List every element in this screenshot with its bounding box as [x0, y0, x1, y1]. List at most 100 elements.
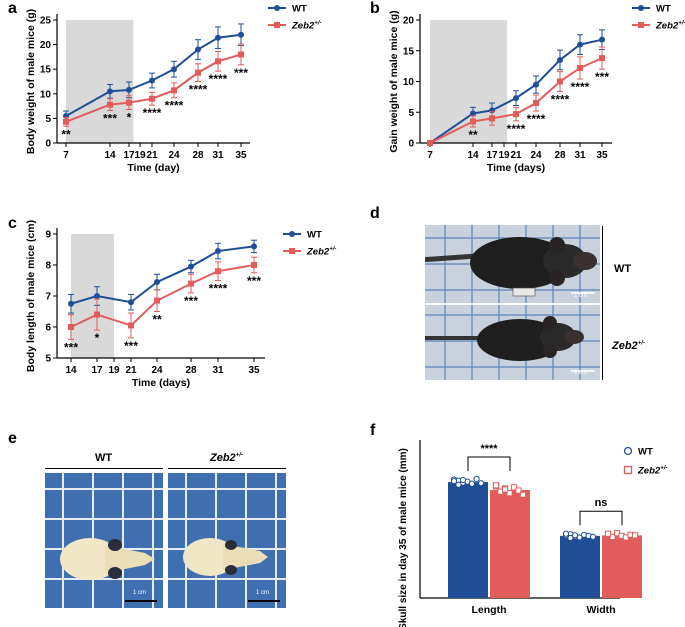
- data-point-c-zeb2: [94, 311, 100, 318]
- data-point-a-zeb2: [238, 51, 244, 58]
- data-point-f-zeb2: [604, 530, 612, 537]
- panel-letter-e: e: [8, 430, 17, 447]
- significance-label-a: ****: [165, 99, 184, 113]
- data-point-c-wt: [251, 243, 257, 250]
- significance-label-c: *: [95, 331, 100, 345]
- legend-label-zeb2-c: Zeb2+/-: [306, 247, 336, 258]
- data-point-f-zeb2: [609, 533, 616, 541]
- data-point-f-wt: [455, 481, 462, 488]
- label-zeb2-d-sup: +/-: [637, 340, 645, 347]
- x-tick-label-a: 7: [63, 150, 69, 161]
- x-tick-label-a: 35: [235, 150, 247, 161]
- legend-label-wt-b: WT: [656, 4, 671, 15]
- data-point-f-zeb2: [506, 490, 513, 497]
- category-label-length: Length: [472, 604, 507, 616]
- data-point-a-wt: [238, 31, 244, 38]
- data-point-a-wt: [171, 66, 177, 73]
- data-point-b-wt: [557, 56, 563, 63]
- data-point-f-zeb2: [515, 487, 522, 494]
- y-tick-label-c: 5: [45, 354, 51, 365]
- shaded-period-a: [66, 20, 134, 143]
- x-tick-label-c: 19: [108, 365, 120, 376]
- mouse-body-zeb2: [425, 316, 584, 361]
- legend-marker-wt-c: [289, 231, 295, 237]
- significance-label-width: ns: [595, 497, 608, 509]
- label-wt-d: WT: [614, 263, 632, 275]
- x-tick-label-a: 24: [168, 150, 180, 161]
- data-point-a-wt: [215, 34, 221, 41]
- mouse-photo-zeb2: 1 cm: [425, 305, 600, 380]
- divider-zeb2-e: [168, 468, 286, 469]
- significance-label-b: **: [468, 128, 478, 142]
- ear-tag-label: [512, 287, 536, 297]
- x-tick-label-b: 14: [467, 150, 479, 161]
- data-point-a-zeb2: [195, 69, 201, 76]
- y-tick-label-c: 9: [45, 230, 51, 241]
- legend-marker-zeb2-c: [289, 248, 295, 254]
- photo-divider-d: [602, 226, 603, 380]
- scale-label-d-wt: 1 cm: [574, 293, 588, 299]
- scale-label-e-wt: 1 cm: [133, 590, 147, 596]
- significance-label-c: ****: [209, 282, 228, 296]
- significance-label-b: ****: [527, 112, 546, 126]
- data-point-b-zeb2: [470, 118, 476, 125]
- data-point-a-wt: [126, 86, 132, 93]
- data-point-c-wt: [154, 279, 160, 286]
- data-point-c-zeb2: [128, 322, 134, 329]
- data-point-f-zeb2: [510, 484, 518, 491]
- x-tick-label-b: 7: [427, 150, 433, 161]
- data-point-a-zeb2: [107, 101, 113, 108]
- data-point-c-wt: [128, 299, 134, 306]
- data-point-b-zeb2: [599, 55, 605, 62]
- data-point-f-zeb2: [492, 482, 500, 489]
- legend-label-zeb2-a: Zeb2+/-: [291, 21, 321, 32]
- y-axis-label-a: Body weight of male mice (g): [25, 9, 37, 154]
- data-point-f-wt: [459, 476, 467, 484]
- y-tick-label-a: 5: [45, 114, 51, 125]
- data-point-f-wt: [468, 480, 476, 487]
- legend-label-zeb2-f: Zeb2+/-: [637, 466, 667, 477]
- skull-wt: [60, 538, 155, 580]
- data-point-b-wt: [599, 36, 605, 43]
- mouse-photo-wt: 1 cm: [425, 225, 600, 303]
- significance-label-a: ****: [143, 106, 162, 120]
- data-point-f-wt: [450, 477, 458, 485]
- significance-label-a: **: [61, 127, 71, 141]
- data-point-c-zeb2: [154, 297, 160, 304]
- data-point-c-wt: [188, 263, 194, 270]
- x-tick-label-b: 35: [596, 150, 608, 161]
- significance-label-b: ***: [595, 70, 609, 84]
- skull-photo-zeb2: 1 cm: [168, 473, 286, 608]
- x-tick-label-c: 17: [91, 365, 103, 376]
- panel-letter-f: f: [370, 422, 376, 439]
- significance-label-c: ***: [64, 340, 78, 354]
- significance-label-c: ***: [247, 274, 261, 288]
- legend-label-wt-f: WT: [638, 447, 653, 458]
- data-point-f-wt: [589, 533, 597, 541]
- photo-background: [168, 473, 286, 608]
- legend-marker-zeb2-b: [638, 22, 644, 28]
- x-tick-label-c: 28: [185, 365, 197, 376]
- label-zeb2-e: Zeb2+/-: [210, 452, 243, 464]
- series-line-a-wt: [65, 33, 242, 117]
- y-axis-label-f: Skull size in day 35 of male mice (mm): [398, 448, 409, 627]
- y-tick-label-a: 15: [40, 65, 52, 76]
- data-point-f-wt: [567, 534, 574, 542]
- data-point-a-zeb2: [126, 99, 132, 106]
- x-axis-label-a: Time (day): [127, 162, 179, 174]
- data-point-c-wt: [68, 300, 74, 307]
- y-tick-label-b: 15: [403, 46, 415, 57]
- data-point-b-zeb2: [489, 115, 495, 122]
- significance-label-a: ****: [209, 72, 228, 86]
- significance-label-length: ****: [480, 443, 498, 455]
- y-axis-label-c: Body length of male mice (cm): [25, 220, 37, 372]
- x-tick-label-c: 35: [248, 365, 260, 376]
- label-wt-e: WT: [95, 452, 113, 464]
- y-tick-label-c: 6: [45, 323, 51, 334]
- data-point-b-zeb2: [577, 64, 583, 71]
- significance-label-c: ***: [184, 294, 198, 308]
- legend-label-zeb2-b: Zeb2+/-: [655, 21, 685, 32]
- data-point-a-zeb2: [63, 118, 69, 125]
- data-point-a-zeb2: [171, 87, 177, 94]
